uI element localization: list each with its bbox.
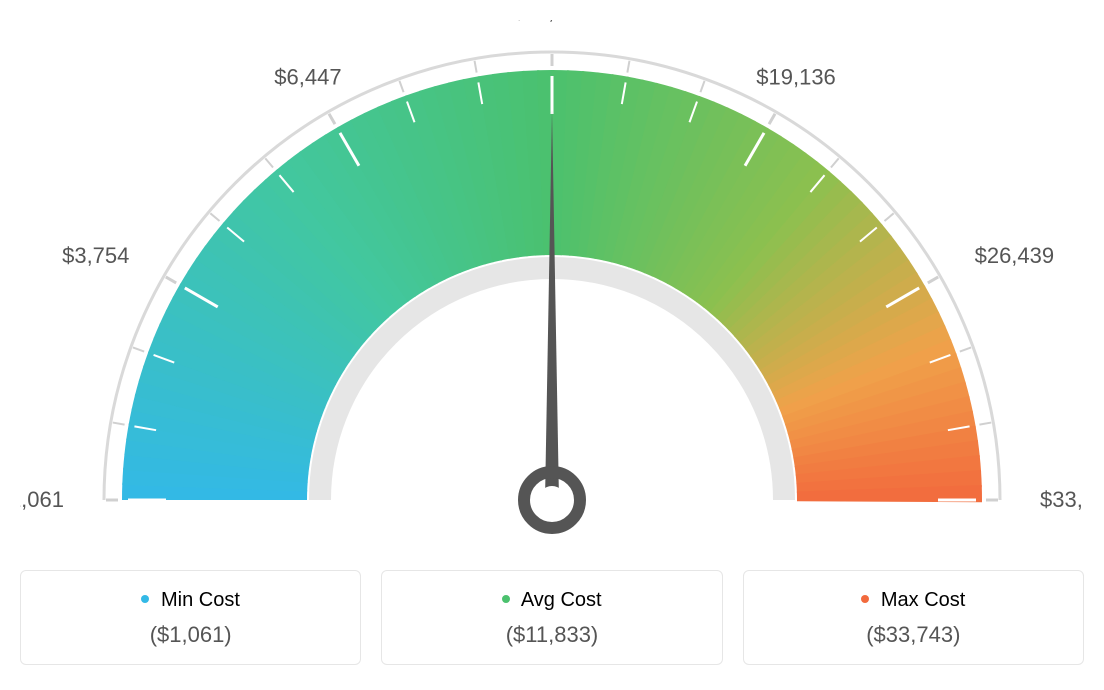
gauge-tick-label: $33,743 xyxy=(1040,487,1084,512)
legend-card-max: Max Cost ($33,743) xyxy=(743,570,1084,665)
gauge-tick-label: $3,754 xyxy=(62,243,129,268)
dot-icon xyxy=(141,595,149,603)
legend-label: Avg Cost xyxy=(521,589,602,611)
gauge-tick-label: $1,061 xyxy=(20,487,64,512)
legend-label: Min Cost xyxy=(161,589,240,611)
gauge-svg: $1,061 $3,754 $6,447 $11,833 $19,136 $26,439 $… xyxy=(20,20,1084,560)
legend-title-max: Max Cost xyxy=(754,589,1073,612)
legend-label: Max Cost xyxy=(881,589,965,611)
legend-value-max: ($33,743) xyxy=(754,622,1073,648)
gauge-tick-label: $11,833 xyxy=(513,20,591,24)
legend-title-min: Min Cost xyxy=(31,589,350,612)
dot-icon xyxy=(502,595,510,603)
gauge-svg-wrap: $1,061 $3,754 $6,447 $11,833 $19,136 $26,439 $… xyxy=(20,20,1084,560)
legend-card-min: Min Cost ($1,061) xyxy=(20,570,361,665)
gauge-tick-label: $19,136 xyxy=(756,64,836,89)
legend-row: Min Cost ($1,061) Avg Cost ($11,833) Max… xyxy=(20,570,1084,665)
gauge-tick-label: $6,447 xyxy=(274,64,341,89)
dot-icon xyxy=(861,595,869,603)
legend-card-avg: Avg Cost ($11,833) xyxy=(381,570,722,665)
legend-value-min: ($1,061) xyxy=(31,622,350,648)
gauge-tick-label: $26,439 xyxy=(975,243,1055,268)
legend-value-avg: ($11,833) xyxy=(392,622,711,648)
legend-title-avg: Avg Cost xyxy=(392,589,711,612)
gauge-chart: $1,061 $3,754 $6,447 $11,833 $19,136 $26,439 $… xyxy=(20,20,1084,665)
